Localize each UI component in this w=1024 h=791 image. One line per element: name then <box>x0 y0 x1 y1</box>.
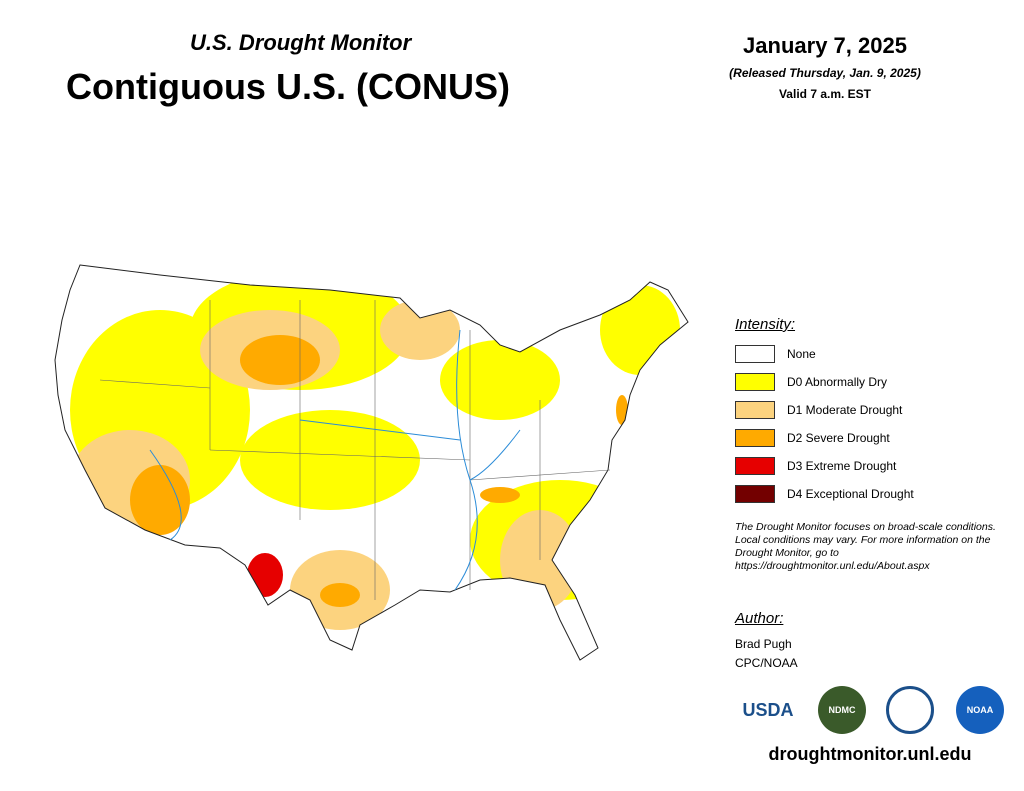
drought-area <box>320 583 360 607</box>
title: Contiguous U.S. (CONUS) <box>66 66 510 107</box>
ndmc-logo: NDMC <box>818 686 866 734</box>
drought-area <box>240 410 420 510</box>
release-date: (Released Thursday, Jan. 9, 2025) <box>729 66 921 80</box>
drought-area <box>480 487 520 503</box>
drought-area <box>247 553 283 597</box>
legend-swatch <box>735 373 775 391</box>
legend-swatch <box>735 345 775 363</box>
url: droughtmonitor.unl.edu <box>768 744 972 764</box>
legend-item: D1 Moderate Drought <box>735 400 902 420</box>
legend-swatch <box>735 457 775 475</box>
drought-area <box>600 285 680 375</box>
legend-label: D0 Abnormally Dry <box>787 375 888 389</box>
legend-label: D3 Extreme Drought <box>787 459 897 473</box>
drought-area <box>380 300 460 360</box>
legend-title: Intensity: <box>735 316 796 333</box>
legend-label: None <box>787 347 816 361</box>
legend-item: None <box>735 344 816 364</box>
valid-time: Valid 7 a.m. EST <box>778 87 872 101</box>
legend-label: D4 Exceptional Drought <box>787 487 914 501</box>
rivers <box>149 329 521 591</box>
legend-item: D4 Exceptional Drought <box>735 484 914 504</box>
drought-area <box>240 335 320 385</box>
drought-areas <box>70 270 680 630</box>
author-name: Brad Pugh <box>735 637 792 651</box>
doc-logo <box>886 686 934 734</box>
note: The Drought Monitor focuses on broad-sca… <box>735 521 996 572</box>
map <box>54 264 689 661</box>
date: January 7, 2025 <box>743 33 907 58</box>
noaa-logo: NOAA <box>956 686 1004 734</box>
legend-item: D2 Severe Drought <box>735 428 890 448</box>
legend-label: D2 Severe Drought <box>787 431 890 445</box>
usda-logo: USDA <box>743 686 794 734</box>
legend-swatch <box>735 401 775 419</box>
author-org: CPC/NOAA <box>735 656 798 670</box>
legend-swatch <box>735 485 775 503</box>
author-title: Author: <box>735 610 784 627</box>
state-borders <box>99 300 611 600</box>
legend-swatch <box>735 429 775 447</box>
legend-item: D0 Abnormally Dry <box>735 372 887 392</box>
legend-label: D1 Moderate Drought <box>787 403 903 417</box>
drought-area <box>130 465 190 535</box>
subtitle: U.S. Drought Monitor <box>190 30 412 55</box>
drought-area <box>616 395 628 425</box>
legend-item: D3 Extreme Drought <box>735 456 896 476</box>
